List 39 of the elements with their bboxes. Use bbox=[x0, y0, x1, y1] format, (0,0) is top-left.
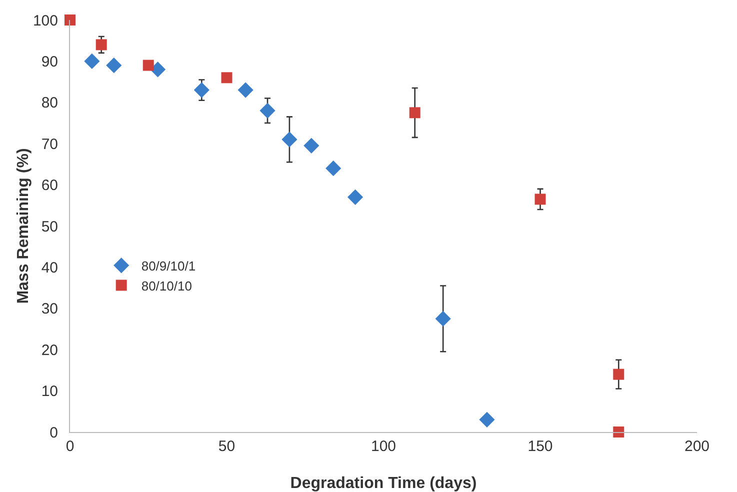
point bbox=[221, 72, 232, 84]
x-tick-label: 200 bbox=[684, 438, 710, 455]
point bbox=[304, 138, 320, 154]
point bbox=[282, 132, 298, 148]
y-tick-label: 30 bbox=[41, 300, 58, 318]
point bbox=[534, 194, 546, 205]
point bbox=[326, 160, 342, 176]
legend-label: 80/10/10 bbox=[141, 278, 192, 294]
y-axis-title: Mass Remaining (%) bbox=[15, 148, 32, 304]
y-tick-label: 50 bbox=[41, 218, 58, 236]
point bbox=[106, 58, 122, 74]
point bbox=[435, 310, 451, 326]
point bbox=[260, 102, 276, 118]
y-tick-label: 90 bbox=[41, 53, 58, 70]
y-tick-label: 100 bbox=[32, 12, 58, 30]
x-tick-label: 150 bbox=[528, 438, 553, 455]
y-tick-label: 80 bbox=[41, 94, 58, 112]
point bbox=[479, 412, 495, 428]
x-tick-label: 0 bbox=[66, 438, 74, 455]
x-tick-label: 50 bbox=[218, 438, 236, 455]
point bbox=[409, 107, 420, 118]
y-tick-label: 40 bbox=[41, 259, 58, 276]
point bbox=[84, 53, 100, 69]
legend-label: 80/9/10/1 bbox=[141, 258, 196, 274]
y-tick-label: 70 bbox=[41, 136, 58, 153]
point bbox=[238, 82, 254, 98]
point bbox=[64, 14, 76, 26]
point bbox=[142, 60, 154, 71]
y-tick-label: 0 bbox=[50, 424, 58, 442]
x-axis-title: Degradation Time (days) bbox=[290, 475, 477, 492]
y-tick-label: 60 bbox=[41, 177, 58, 194]
point bbox=[347, 189, 364, 205]
y-tick-label: 10 bbox=[41, 383, 58, 400]
x-tick-label: 100 bbox=[370, 438, 396, 455]
point bbox=[96, 39, 107, 50]
point bbox=[613, 426, 624, 438]
point bbox=[613, 368, 624, 380]
y-tick-label: 20 bbox=[41, 342, 58, 359]
point bbox=[194, 82, 210, 98]
